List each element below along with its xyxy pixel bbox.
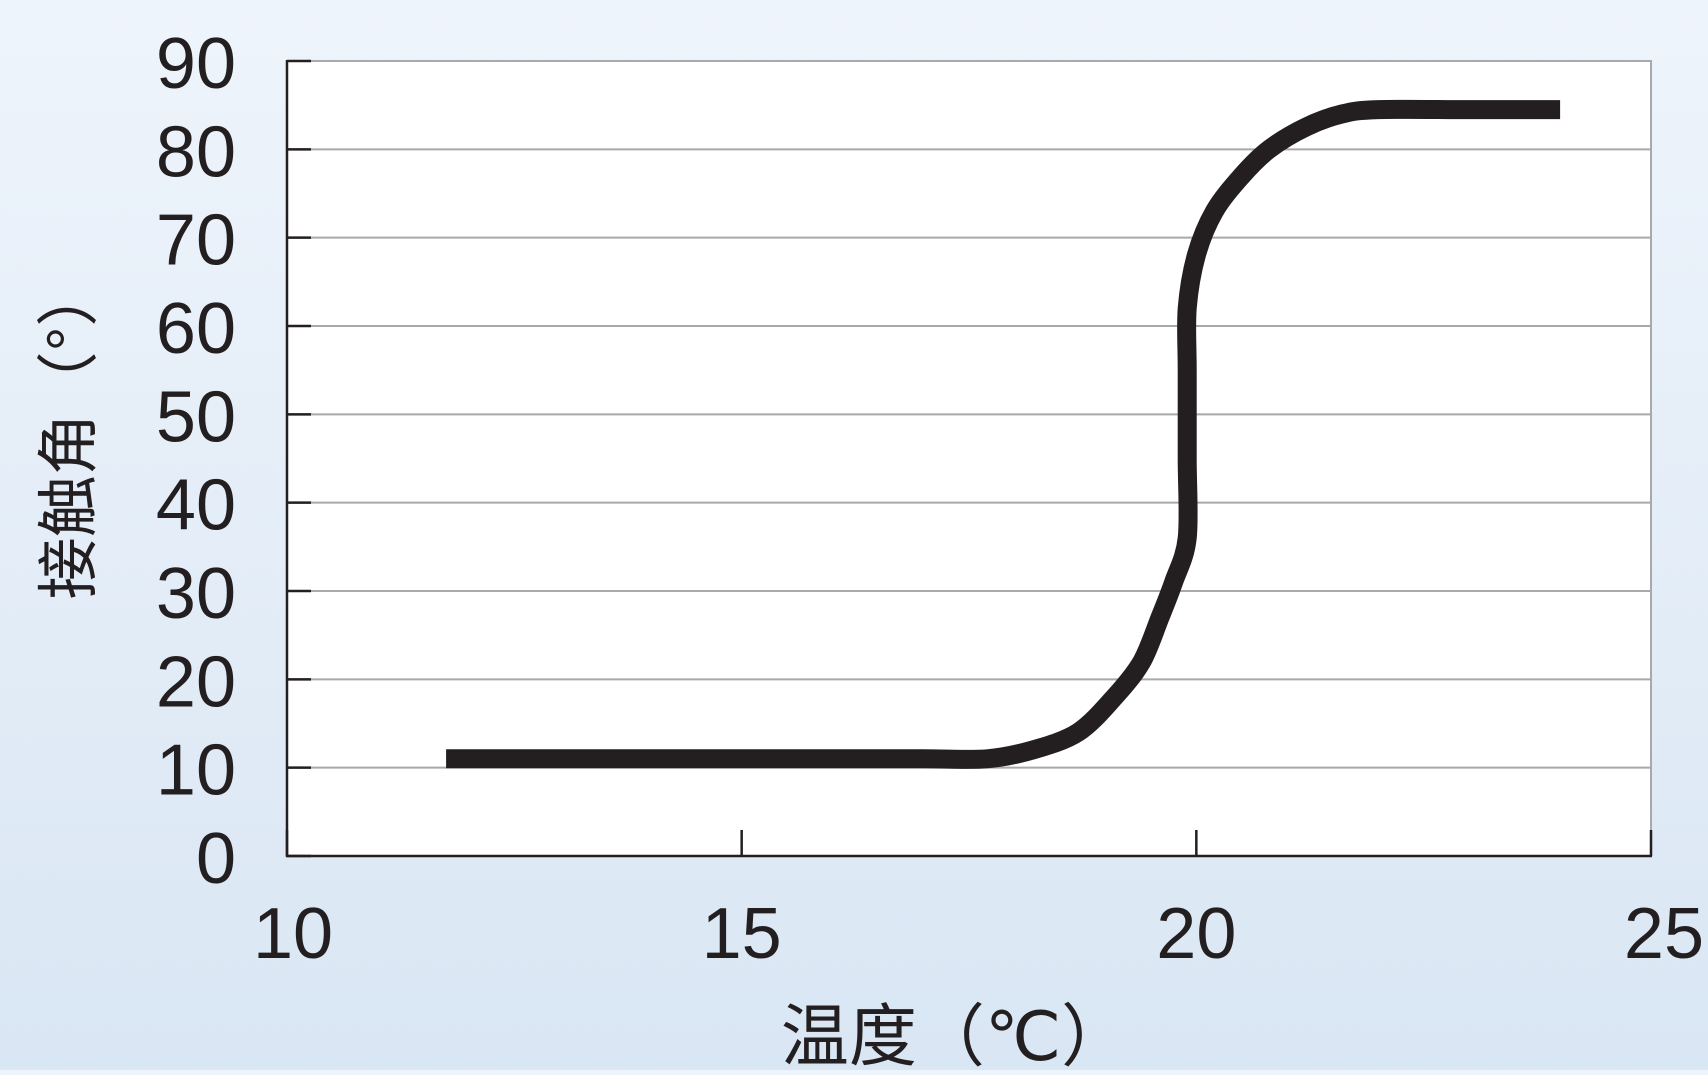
y-tick-label-60: 60 — [156, 289, 236, 369]
y-tick-label-20: 20 — [156, 642, 236, 722]
y-axis-title: 接触角（°） — [35, 265, 104, 600]
y-tick-label-90: 90 — [156, 24, 236, 104]
y-tick-label-50: 50 — [156, 377, 236, 457]
x-tick-label-25: 25 — [1624, 894, 1704, 974]
x-tick-label-15: 15 — [702, 894, 782, 974]
y-tick-label-30: 30 — [156, 554, 236, 634]
y-tick-label-0: 0 — [196, 819, 236, 899]
x-tick-label-10: 10 — [253, 894, 333, 974]
y-tick-label-40: 40 — [156, 466, 236, 546]
y-tick-label-70: 70 — [156, 201, 236, 281]
y-tick-label-80: 80 — [156, 112, 236, 192]
x-tick-label-20: 20 — [1156, 894, 1236, 974]
y-tick-label-10: 10 — [156, 731, 236, 811]
x-axis-title: 温度（℃） — [781, 999, 1129, 1070]
plot-area — [287, 61, 1651, 856]
